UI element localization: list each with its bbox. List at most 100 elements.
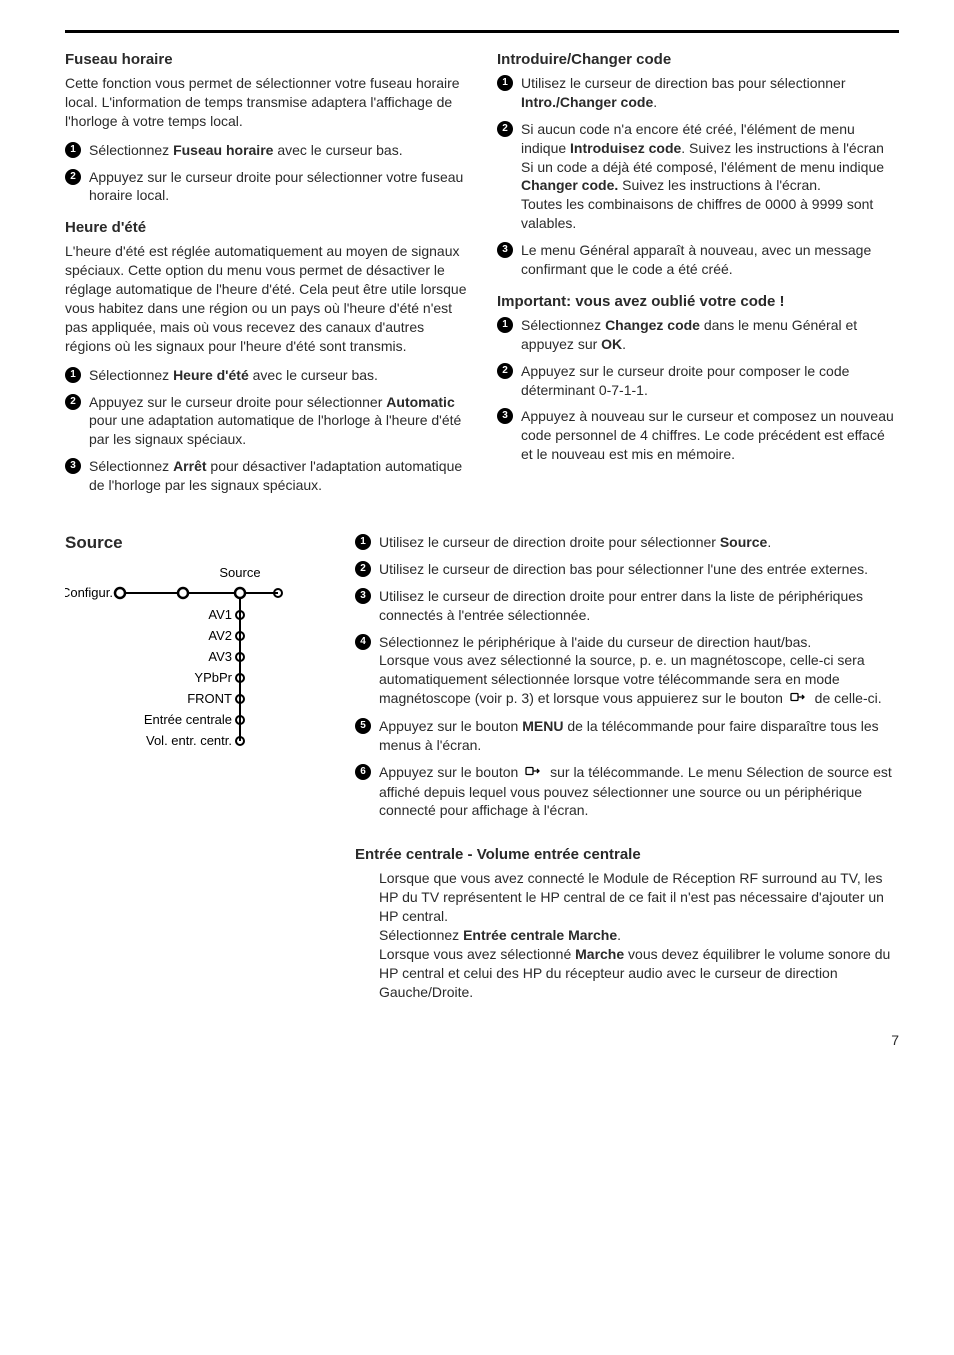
svg-text:Vol. entr. centr.: Vol. entr. centr. — [146, 733, 232, 748]
step-number-icon: 2 — [65, 394, 81, 410]
entry-text: . — [617, 927, 621, 943]
step-number-icon: 2 — [497, 121, 513, 137]
step-bold: Intro./Changer code — [521, 94, 653, 110]
step-text: avec le curseur bas. — [273, 142, 402, 158]
fuseau-intro: Cette fonction vous permet de sélectionn… — [65, 74, 467, 131]
ete-steps: 1 Sélectionnez Heure d'été avec le curseu… — [65, 366, 467, 495]
step-number-icon: 2 — [355, 561, 371, 577]
step-extra-post: de celle-ci. — [811, 690, 882, 706]
right-column: Introduire/Changer code 1Utilisez le cur… — [497, 51, 899, 509]
list-item: 2 Appuyez sur le curseur droite pour comp… — [497, 362, 899, 400]
svg-text:AV2: AV2 — [208, 628, 232, 643]
forgot-steps: 1Sélectionnez Changez code dans le menu … — [497, 316, 899, 464]
step-text: Appuyez sur le curseur droite pour sélec… — [89, 394, 386, 410]
step-text: Appuyez sur le bouton — [379, 764, 522, 780]
list-item: 2 Si aucun code n'a encore été créé, l'él… — [497, 120, 899, 233]
step-bold: OK — [601, 336, 622, 352]
entry-para1: Lorsque que vous avez connecté le Module… — [379, 869, 899, 1001]
step-bold: Changez code — [605, 317, 700, 333]
step-bold: Automatic — [386, 394, 454, 410]
step-text: Utilisez le curseur de direction droite … — [379, 534, 720, 550]
source-diagram: Source Configur. AV1AV2AV3YPbPrFRONTEntr… — [65, 563, 345, 758]
list-item: 4Sélectionnez le périphérique à l'aide d… — [355, 633, 899, 709]
svg-text:FRONT: FRONT — [187, 691, 232, 706]
step-text: avec le curseur bas. — [249, 367, 378, 383]
entry-body: Lorsque que vous avez connecté le Module… — [355, 869, 899, 1001]
source-section: Source Source Configur. — [65, 533, 899, 1012]
fuseau-steps: 1 Sélectionnez Fuseau horaire avec le cur… — [65, 141, 467, 206]
step-text: Sélectionnez — [89, 142, 173, 158]
list-item: 1 Sélectionnez Heure d'été avec le curseu… — [65, 366, 467, 385]
step-bold: Fuseau horaire — [173, 142, 273, 158]
svg-text:YPbPr: YPbPr — [194, 670, 232, 685]
step-text: . — [653, 94, 657, 110]
menu-tree-icon: Source Configur. AV1AV2AV3YPbPrFRONTEntr… — [65, 563, 285, 753]
step-text: Sélectionnez le périphérique à l'aide du… — [379, 634, 811, 650]
step-number-icon: 1 — [355, 534, 371, 550]
step-number-icon: 3 — [355, 588, 371, 604]
list-item: 3 Le menu Général apparaît à nouveau, ave… — [497, 241, 899, 279]
step-number-icon: 1 — [497, 75, 513, 91]
step-bold: Arrêt — [173, 458, 206, 474]
fuseau-title: Fuseau horaire — [65, 51, 467, 68]
source-left: Source Source Configur. — [65, 533, 355, 1012]
step-number-icon: 2 — [497, 363, 513, 379]
step-number-icon: 3 — [497, 408, 513, 424]
step-text: Sélectionnez — [521, 317, 605, 333]
entry-bold: Marche — [575, 946, 624, 962]
step-number-icon: 3 — [497, 242, 513, 258]
step-text: Utilisez le curseur de direction droite … — [379, 588, 863, 623]
list-item: 1 Utilisez le curseur de direction droite… — [355, 533, 899, 552]
source-right: 1 Utilisez le curseur de direction droite… — [355, 533, 899, 1012]
entry-text: Lorsque vous avez sélectionné — [379, 946, 575, 962]
step-text: Appuyez sur le bouton — [379, 718, 522, 734]
step-text: Sélectionnez — [89, 367, 173, 383]
page: Fuseau horaire Cette fonction vous perme… — [0, 0, 954, 1078]
step-number-icon: 1 — [65, 367, 81, 383]
step-text: . — [622, 336, 626, 352]
step-text: Utilisez le curseur de direction bas pou… — [379, 561, 868, 577]
step-bold: MENU — [522, 718, 563, 734]
forgot-title: Important: vous avez oublié votre code ! — [497, 293, 899, 310]
list-item: 1Sélectionnez Changez code dans le menu … — [497, 316, 899, 354]
ete-title: Heure d'été — [65, 219, 467, 236]
step-number-icon: 3 — [65, 458, 81, 474]
list-item: 2Appuyez sur le curseur droite pour séle… — [65, 168, 467, 206]
diagram-config-label: Configur. — [65, 585, 113, 600]
step-text: Sélectionnez — [89, 458, 173, 474]
entry-text: Lorsque que vous avez connecté le Module… — [379, 870, 884, 924]
step-bold: Heure d'été — [173, 367, 249, 383]
step-text: . — [767, 534, 771, 550]
step-number-icon: 6 — [355, 764, 371, 780]
step-text: Si aucun code n'a encore été créé, l'élé… — [521, 121, 884, 231]
list-item: 2 Appuyez sur le curseur droite pour séle… — [65, 393, 467, 450]
step-number-icon: 1 — [65, 142, 81, 158]
source-steps: 1 Utilisez le curseur de direction droite… — [355, 533, 899, 820]
step-text: Appuyez à nouveau sur le curseur et comp… — [521, 408, 894, 462]
step-number-icon: 5 — [355, 718, 371, 734]
left-column: Fuseau horaire Cette fonction vous perme… — [65, 51, 467, 509]
entry-text: Sélectionnez — [379, 927, 463, 943]
list-item: 1 Sélectionnez Fuseau horaire avec le cur… — [65, 141, 467, 160]
intro-code-steps: 1Utilisez le curseur de direction bas po… — [497, 74, 899, 279]
diagram-source-label: Source — [219, 565, 260, 580]
two-column-section: Fuseau horaire Cette fonction vous perme… — [65, 51, 899, 509]
list-item: 1Utilisez le curseur de direction bas po… — [497, 74, 899, 112]
entry-bold: Entrée centrale Marche — [463, 927, 617, 943]
list-item: 3 Appuyez à nouveau sur le curseur et com… — [497, 407, 899, 464]
top-rule — [65, 30, 899, 33]
step-number-icon: 2 — [65, 169, 81, 185]
list-item: 3 Utilisez le curseur de direction droite… — [355, 587, 899, 625]
list-item: 3Sélectionnez Arrêt pour désactiver l'ad… — [65, 457, 467, 495]
step-text: Le menu Général apparaît à nouveau, avec… — [521, 242, 871, 277]
list-item: 6Appuyez sur le bouton sur la télécomman… — [355, 763, 899, 821]
step-bold: Source — [720, 534, 767, 550]
ete-intro: L'heure d'été est réglée automatiquement… — [65, 242, 467, 355]
entry-title: Entrée centrale - Volume entrée centrale — [355, 846, 899, 863]
source-button-icon — [524, 764, 544, 783]
svg-text:AV1: AV1 — [208, 607, 232, 622]
intro-code-title: Introduire/Changer code — [497, 51, 899, 68]
step-text: Appuyez sur le curseur droite pour compo… — [521, 363, 849, 398]
step-number-icon: 1 — [497, 317, 513, 333]
list-item: 2 Utilisez le curseur de direction bas po… — [355, 560, 899, 579]
